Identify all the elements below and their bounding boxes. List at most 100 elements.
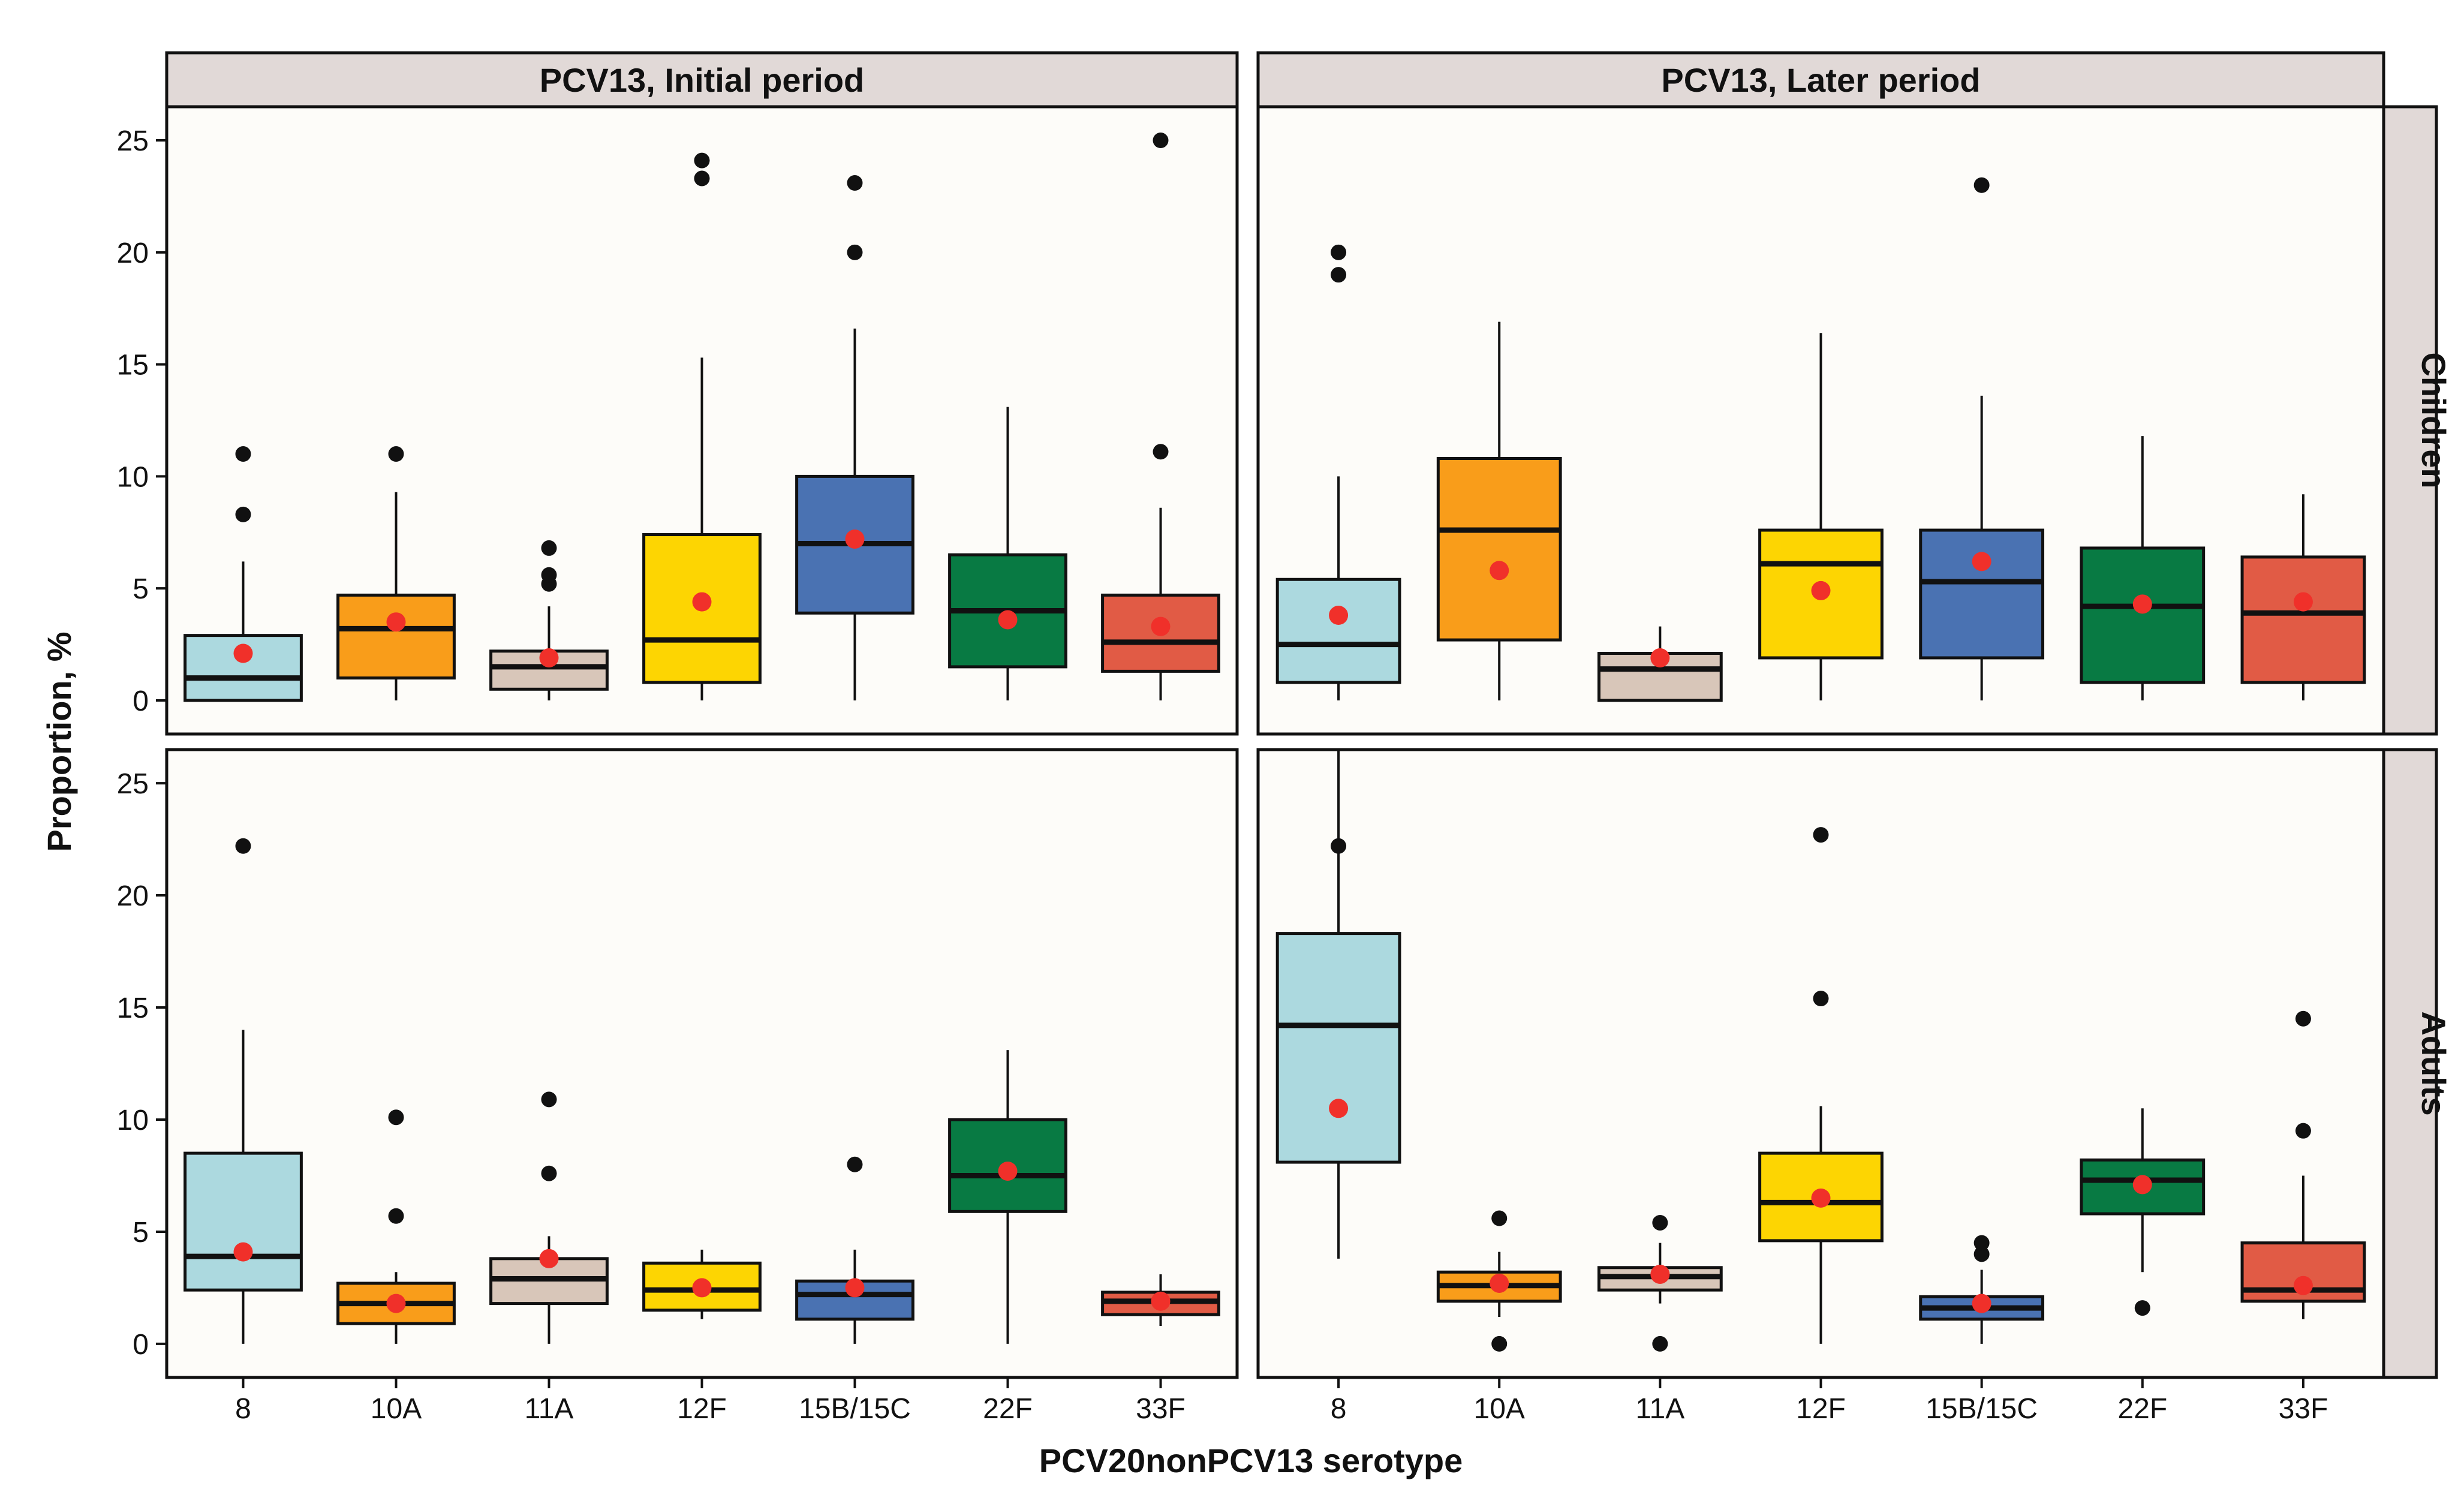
mean-point [998,1161,1018,1181]
outlier-point [235,506,251,522]
outlier-point [2295,1123,2311,1139]
mean-point [1490,561,1509,580]
box-12f [1758,528,1884,660]
outlier-point [1813,827,1829,843]
outlier-point [2295,1010,2311,1027]
outlier-point [1973,1235,1990,1251]
mean-point [692,1278,712,1298]
x-tick-label: 33F [1136,1393,1186,1425]
mean-point [1329,1099,1349,1118]
x-tick-label: 8 [1331,1393,1347,1425]
outlier-point [1652,1214,1668,1231]
outlier-point [1331,267,1347,283]
row-strip-children [2382,105,2438,736]
outlier-point [847,175,863,191]
outlier-point [847,1156,863,1172]
mean-point [2293,1276,2313,1295]
row-strip-label: Adults [2415,1011,2453,1115]
x-tick-label: 10A [1474,1393,1525,1425]
outlier-point [847,244,863,260]
outlier-point [541,567,557,583]
x-tick-label: 12F [677,1393,727,1425]
y-tick-label: 0 [133,685,149,717]
box-8 [183,1151,303,1292]
y-tick-label: 0 [133,1329,149,1361]
outlier-point [235,446,251,462]
outlier-point [541,1165,557,1181]
x-tick-label: 22F [983,1393,1033,1425]
y-tick-label: 10 [117,461,149,493]
box-8 [183,634,303,702]
mean-point [2132,1175,2152,1195]
box-10a [336,593,456,680]
outlier-point [1491,1335,1508,1352]
box-33f [2240,555,2366,684]
mean-point [233,1242,253,1262]
mean-point [1972,552,1991,571]
x-axis-title: PCV20nonPCV13 serotype [1039,1442,1463,1479]
y-tick-label: 25 [117,768,149,800]
x-tick-label: 10A [371,1393,422,1425]
mean-point [1972,1294,1991,1313]
mean-point [1650,648,1670,667]
box-8 [1275,932,1401,1164]
outlier-point [1153,133,1169,149]
x-tick-label: 8 [235,1393,251,1425]
x-tick-label: 11A [525,1393,574,1425]
mean-point [1151,616,1171,636]
mean-point [2293,592,2313,612]
outlier-point [388,1208,404,1224]
y-tick-label: 5 [133,573,149,605]
outlier-point [2134,1300,2150,1316]
y-tick-label: 15 [117,992,149,1024]
mean-point [2132,594,2152,614]
x-tick-label: 15B/15C [1926,1393,2038,1425]
x-tick-label: 11A [1635,1393,1684,1425]
y-tick-label: 15 [117,350,149,381]
mean-point [1811,1188,1831,1208]
mean-point [1650,1264,1670,1284]
y-tick-label: 5 [133,1217,149,1249]
box-8 [1275,577,1401,684]
mean-point [845,1278,865,1298]
mean-point [692,592,712,612]
mean-point [1490,1273,1509,1293]
x-tick-label: 12F [1796,1393,1846,1425]
mean-point [386,1294,406,1313]
outlier-point [1973,1246,1990,1262]
mean-point [233,643,253,663]
mean-point [1811,580,1831,600]
column-strip-pcv13-initial-period [165,51,1239,109]
mean-point [1151,1291,1171,1311]
outlier-point [541,540,557,556]
outlier-point [1652,1335,1668,1352]
outlier-point [235,838,251,854]
row-strip-adults [2382,748,2438,1379]
y-axis-title: Proportion, % [40,631,78,852]
y-tick-label: 20 [117,237,149,269]
outlier-point [694,152,710,169]
outlier-point [541,1091,557,1108]
box-10a [1436,457,1562,642]
outlier-point [1331,244,1347,260]
y-tick-label: 10 [117,1105,149,1136]
outlier-point [388,446,404,462]
outlier-point [1153,444,1169,460]
row-strip-label: Children [2415,352,2453,488]
outlier-point [388,1109,404,1126]
mean-point [539,648,559,667]
column-strip-pcv13-later-period [1256,51,2385,109]
y-tick-label: 25 [117,125,149,157]
mean-point [1329,606,1349,625]
outlier-point [1491,1210,1508,1226]
y-tick-label: 20 [117,880,149,912]
outlier-point [1973,177,1990,193]
box-11a [489,649,609,691]
outlier-point [694,170,710,187]
x-tick-label: 22F [2117,1393,2167,1425]
mean-point [845,529,865,549]
column-strip-label: PCV13, Initial period [540,61,864,99]
column-strip-label: PCV13, Later period [1661,61,1980,99]
mean-point [386,612,406,632]
